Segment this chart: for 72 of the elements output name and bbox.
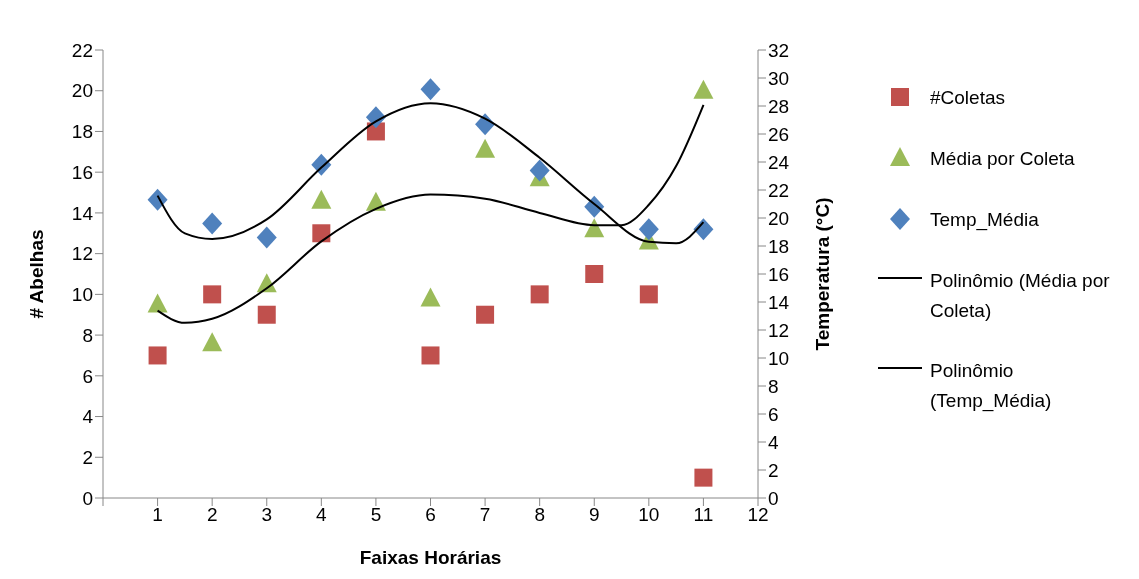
y2-tick-label: 20 <box>768 207 790 229</box>
y2-tick-label: 24 <box>768 151 790 173</box>
point <box>202 332 223 352</box>
point <box>203 285 222 304</box>
point <box>147 188 168 211</box>
x-tick-label: 9 <box>588 504 600 526</box>
y-tick-label: 22 <box>71 39 93 61</box>
y2-tick-label: 32 <box>768 39 790 61</box>
x-tick-label: 7 <box>479 504 491 526</box>
point <box>638 218 659 241</box>
y-tick-label: 0 <box>82 487 93 509</box>
x-tick-label: 12 <box>747 504 769 526</box>
point <box>256 226 277 249</box>
y2-tick-label: 30 <box>768 67 790 89</box>
y-tick-label: 14 <box>71 202 94 224</box>
point <box>530 285 549 304</box>
y-tick-label: 8 <box>82 324 93 346</box>
point <box>585 265 604 283</box>
y2-tick-label: 6 <box>768 403 779 425</box>
y2-tick-label: 28 <box>768 95 790 117</box>
point <box>257 305 276 324</box>
y2-tick-label: 8 <box>768 375 779 397</box>
y-tick-label: 12 <box>71 243 93 265</box>
point <box>476 305 495 324</box>
point <box>202 212 223 235</box>
y2-tick-label: 22 <box>768 179 790 201</box>
point <box>148 346 167 365</box>
y-tick-label: 6 <box>82 365 93 387</box>
legend-label: Temp_Média <box>930 208 1040 233</box>
x-tick-label: 3 <box>261 504 273 526</box>
y2-tick-label: 16 <box>768 263 790 285</box>
point <box>529 159 550 182</box>
y-tick-label: 18 <box>71 121 93 143</box>
point <box>584 218 605 238</box>
x-tick-label: 5 <box>370 504 382 526</box>
x-tick-label: 10 <box>638 504 660 526</box>
y2-tick-label: 12 <box>768 319 790 341</box>
y-tick-label: 2 <box>82 447 93 469</box>
point <box>311 189 332 209</box>
y2-tick-label: 4 <box>768 431 779 453</box>
y2-tick-label: 14 <box>768 291 790 313</box>
point <box>421 346 440 365</box>
y2-tick-label: 10 <box>768 347 790 369</box>
point <box>639 285 658 304</box>
x-tick-label: 11 <box>693 504 714 526</box>
x-tick-label: 1 <box>152 504 163 526</box>
y-tick-label: 4 <box>82 406 94 428</box>
y2-tick-label: 0 <box>768 487 779 509</box>
legend-label: Polinômio (Temp_Média) <box>930 359 1053 414</box>
x-axis-title: Faixas Horárias <box>359 547 502 568</box>
point <box>693 79 714 99</box>
y2-axis-title: Temperatura (°C) <box>811 197 833 351</box>
y2-tick-label: 18 <box>768 235 790 257</box>
x-tick-label: 8 <box>534 504 545 526</box>
y-axis-title: # Abelhas <box>25 229 47 319</box>
point <box>420 78 441 101</box>
y2-tick-label: 26 <box>768 123 790 145</box>
x-tick-label: 4 <box>316 504 328 526</box>
point <box>312 224 331 243</box>
point <box>694 468 713 487</box>
y-tick-label: 10 <box>71 284 93 306</box>
point <box>475 138 496 158</box>
y-tick-label: 16 <box>71 161 93 183</box>
y2-tick-label: 2 <box>768 459 779 481</box>
legend-label: Média por Coleta <box>930 147 1076 171</box>
legend-label: Polinômio (Média por Coleta) <box>930 269 1111 323</box>
point <box>420 287 441 307</box>
y-tick-label: 20 <box>71 80 93 102</box>
x-tick-label: 2 <box>206 504 218 526</box>
point <box>147 293 168 313</box>
legend-label: #Coletas <box>930 86 1006 110</box>
x-tick-label: 6 <box>425 504 436 526</box>
